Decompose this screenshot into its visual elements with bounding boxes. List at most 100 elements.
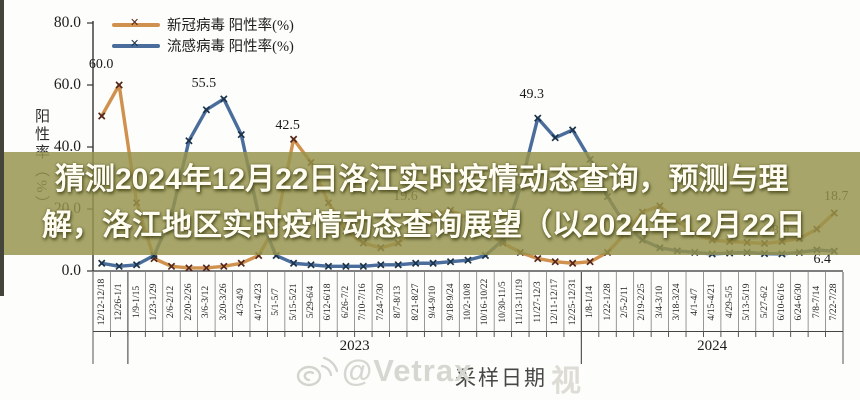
flu-x-marker xyxy=(359,262,368,271)
x-tick-label: 4/15-4/21 xyxy=(707,283,718,321)
data-point-label: 49.3 xyxy=(519,87,545,103)
x-tick-label: 3/20-3/26 xyxy=(218,283,229,321)
flu-x-marker xyxy=(324,262,333,271)
flu-x-marker xyxy=(394,261,402,269)
x-tick-label: 2/20-2/26 xyxy=(183,283,194,321)
covid-x-marker xyxy=(202,264,211,272)
covid-x-marker xyxy=(185,264,193,272)
flu-x-marker xyxy=(534,114,542,122)
x-tick-label: 6/10-6/16 xyxy=(776,283,787,321)
x-tick-label: 8/7-8/13 xyxy=(393,285,404,319)
flu-line-sample xyxy=(112,44,160,48)
covid-x-marker-icon: ✕ xyxy=(130,16,140,29)
chart-legend: ✕ 新冠病毒 阳性率(%) ✕ 流感病毒 阳性率(%) xyxy=(112,14,294,56)
x-tick-label: 5/15-5/21 xyxy=(288,283,299,321)
x-tick-label: 1/9-1/15 xyxy=(131,285,142,319)
screenshot-edge-artifact xyxy=(0,0,4,296)
legend-item-covid: ✕ 新冠病毒 阳性率(%) xyxy=(112,14,294,35)
covid-x-marker xyxy=(534,254,542,263)
x-tick-label: 11/13-11/19 xyxy=(515,279,526,325)
x-tick-label: 3/4-3/10 xyxy=(654,285,665,319)
x-tick-label: 5/13-5/19 xyxy=(742,283,753,321)
covid-x-marker xyxy=(586,257,594,266)
data-point-label: 6.4 xyxy=(813,252,832,268)
flu-x-marker xyxy=(429,259,437,267)
covid-x-marker xyxy=(167,262,176,271)
x-tick-label: 4/29-5/5 xyxy=(724,285,735,319)
x-tick-label: 7/22-7/28 xyxy=(829,283,840,321)
x-tick-label: 1/8-1/14 xyxy=(585,285,596,319)
x-tick-label: 1/23-1/29 xyxy=(149,283,160,321)
x-tick-label: 3/6-3/12 xyxy=(201,285,212,319)
watermark-handle: @Vetrax xyxy=(342,353,473,388)
watermark-extra-char: 视 xyxy=(551,365,581,398)
x-tick-label: 6/24-6/30 xyxy=(794,283,805,321)
y-tick-label: 0.0 xyxy=(61,262,81,279)
y-tick-label: 80.0 xyxy=(53,14,81,31)
flu-line-swatch: ✕ xyxy=(112,35,160,56)
covid-x-marker xyxy=(237,259,245,267)
flu-x-marker xyxy=(132,261,141,269)
x-tick-label: 5/27-6/2 xyxy=(759,285,770,319)
year-label: 2024 xyxy=(697,338,728,354)
flu-x-marker xyxy=(377,261,385,269)
flu-x-marker xyxy=(115,262,123,271)
headline-overlay-banner: 猜测2024年12月22日洛江实时疫情动态查询，预测与理 解，洛江地区实时疫情动… xyxy=(0,152,860,255)
x-tick-label: 12/11-12/17 xyxy=(550,278,561,326)
x-tick-label: 10/30-11/5 xyxy=(497,281,508,323)
x-tick-label: 9/18-9/24 xyxy=(445,283,456,321)
flu-x-marker xyxy=(342,262,350,271)
covid-x-marker xyxy=(220,262,228,271)
flu-x-marker xyxy=(185,137,193,145)
x-tick-label: 8/21-8/27 xyxy=(410,283,421,321)
covid-x-marker xyxy=(115,81,123,89)
flu-x-marker xyxy=(464,256,472,264)
covid-x-marker xyxy=(568,259,577,267)
legend-item-flu: ✕ 流感病毒 阳性率(%) xyxy=(112,35,294,56)
flu-x-marker xyxy=(289,259,298,267)
y-tick-label: 40.0 xyxy=(53,138,81,155)
x-tick-label: 4/17-4/23 xyxy=(253,283,264,321)
x-tick-label: 7/24-7/30 xyxy=(375,283,386,321)
x-tick-label: 5/29-6/4 xyxy=(306,285,317,319)
x-tick-label: 2/19-2/25 xyxy=(637,283,648,321)
x-tick-label: 1/22-1/28 xyxy=(602,283,613,321)
flu-x-marker xyxy=(411,259,420,267)
x-tick-label: 11/27-12/3 xyxy=(532,281,543,323)
legend-label-flu: 流感病毒 阳性率(%) xyxy=(167,39,294,55)
flu-x-marker xyxy=(551,133,559,142)
x-tick-label: 5/1-5/7 xyxy=(271,288,282,316)
covid-x-marker xyxy=(551,257,559,266)
x-tick-label: 7/8-7/14 xyxy=(811,285,822,319)
x-tick-label: 12/25-12/31 xyxy=(567,278,578,326)
flu-x-marker xyxy=(98,259,106,267)
flu-x-marker xyxy=(446,257,455,266)
x-tick-label: 10/2-10/8 xyxy=(463,283,473,321)
flu-x-marker xyxy=(220,95,228,103)
x-tick-label: 12/26-1/1 xyxy=(114,283,125,321)
x-tick-label: 4/3-4/9 xyxy=(236,288,247,316)
data-point-label: 42.5 xyxy=(275,118,300,134)
flu-x-marker xyxy=(202,106,211,114)
x-tick-label: 6/26-7/2 xyxy=(340,285,351,319)
x-tick-label: 7/10-7/16 xyxy=(358,283,369,321)
legend-label-covid: 新冠病毒 阳性率(%) xyxy=(167,18,294,34)
weibo-watermark: @Vetrax xyxy=(294,352,472,390)
weibo-logo-icon xyxy=(296,356,338,387)
x-axis-title: 采样日期 xyxy=(455,366,547,390)
flu-x-marker xyxy=(307,261,315,269)
flu-x-marker-icon: ✕ xyxy=(130,37,140,50)
x-tick-label: 12/12-12/18 xyxy=(96,278,107,326)
x-tick-label: 4/1-4/7 xyxy=(689,288,700,316)
covid-x-marker xyxy=(98,112,106,120)
covid-line-swatch: ✕ xyxy=(112,14,160,35)
x-tick-label: 10/16-10/22 xyxy=(480,278,491,326)
flu-x-marker xyxy=(237,130,245,139)
headline-line-2: 解，洛江地区实时疫情动态查询展望（以2024年12月22日 xyxy=(42,209,806,242)
x-tick-label: 6/12-6/18 xyxy=(323,283,334,321)
covid-x-marker xyxy=(289,135,298,143)
data-point-label: 55.5 xyxy=(191,75,217,91)
x-tick-label: 9/4-9/10 xyxy=(428,285,439,319)
data-point-label: 60.0 xyxy=(88,57,114,72)
flu-x-marker xyxy=(568,126,577,134)
